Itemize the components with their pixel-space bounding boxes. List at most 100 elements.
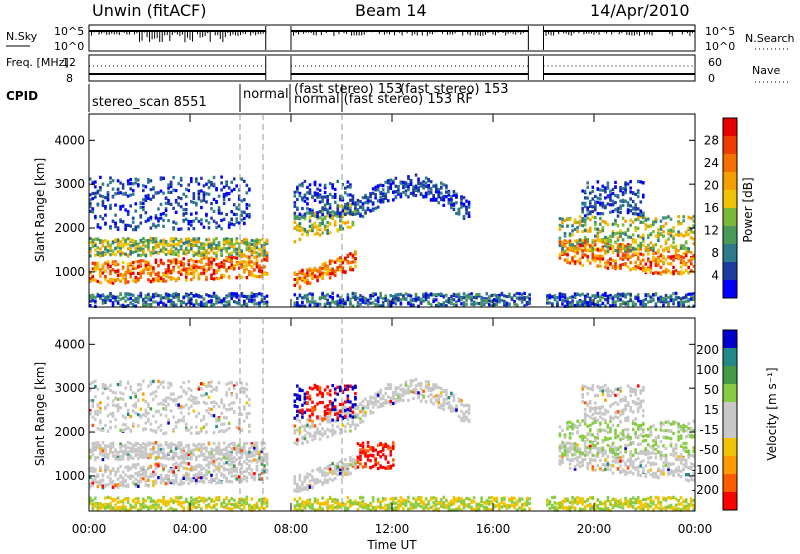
cell [689, 250, 693, 255]
cell [124, 191, 127, 195]
cell [631, 237, 635, 242]
cell [674, 291, 678, 295]
cell [139, 205, 143, 210]
cell [177, 299, 180, 303]
cell [227, 292, 231, 296]
cell [154, 503, 158, 507]
cell [591, 245, 595, 249]
cell [91, 404, 95, 409]
cell [119, 442, 122, 446]
cell [599, 201, 602, 205]
cell [192, 467, 196, 471]
cell [157, 499, 160, 503]
cell [126, 292, 130, 296]
cell [159, 506, 163, 510]
cell [126, 465, 130, 469]
cell [195, 237, 198, 241]
cell [129, 447, 132, 451]
cell [200, 464, 203, 468]
cell [154, 278, 158, 282]
cell [482, 298, 486, 302]
cell [301, 296, 304, 300]
cell [169, 480, 173, 485]
cell [248, 249, 251, 253]
cell [667, 232, 670, 236]
cell [124, 427, 127, 431]
cell [465, 294, 468, 298]
cell [558, 256, 562, 260]
cell [376, 188, 380, 192]
cell [114, 192, 117, 196]
cell [187, 300, 191, 305]
cell [245, 247, 249, 252]
cell [376, 303, 380, 307]
cell [131, 244, 135, 248]
cell [139, 468, 143, 472]
cell [91, 401, 95, 405]
cell [667, 300, 670, 304]
cell [129, 414, 132, 419]
cell [631, 304, 635, 308]
cell [121, 192, 125, 196]
cell [356, 208, 360, 212]
cell [152, 295, 155, 299]
cell [174, 188, 178, 193]
cell [94, 441, 97, 445]
cell [116, 277, 120, 281]
cell [311, 213, 314, 218]
cell [106, 396, 110, 400]
cell [366, 302, 370, 306]
cell [258, 269, 261, 273]
cell [621, 216, 625, 220]
cell [190, 503, 193, 507]
cell [154, 300, 158, 304]
cell [437, 293, 441, 297]
cell [89, 466, 92, 471]
cell [457, 208, 461, 213]
cell [195, 431, 198, 435]
colorbar-tick-3: 16 [704, 201, 719, 215]
cell [634, 264, 637, 269]
cell [240, 304, 244, 308]
cell [599, 249, 602, 253]
cell [596, 303, 600, 307]
cell [149, 496, 153, 500]
cell [121, 457, 125, 461]
cell [94, 502, 97, 506]
cell [631, 220, 635, 224]
cell [227, 258, 231, 262]
cell [131, 238, 135, 243]
cell [131, 228, 135, 232]
cell [639, 220, 643, 224]
cell [192, 294, 196, 298]
cell [167, 198, 170, 203]
cell [667, 237, 670, 241]
cell [152, 279, 155, 283]
cell [487, 299, 491, 303]
cell [126, 262, 130, 266]
cell [346, 193, 350, 197]
cell [94, 304, 97, 308]
cell [621, 223, 625, 227]
cell [139, 466, 143, 470]
cell [109, 501, 112, 506]
cell [157, 207, 160, 211]
cell [202, 452, 206, 456]
cell [237, 266, 241, 270]
cell [202, 297, 206, 301]
cell [654, 251, 658, 255]
cell [351, 254, 355, 258]
cell [202, 393, 206, 397]
cell [571, 303, 574, 307]
cell [361, 207, 365, 212]
cell [523, 291, 526, 296]
cell [152, 270, 155, 274]
cell [586, 216, 590, 220]
cell [159, 176, 163, 180]
freq-ytick-right-top: 60 [708, 56, 722, 69]
cell [121, 242, 125, 246]
cell [182, 263, 186, 268]
cell [369, 193, 372, 197]
cell [149, 280, 153, 284]
cell [210, 243, 213, 247]
